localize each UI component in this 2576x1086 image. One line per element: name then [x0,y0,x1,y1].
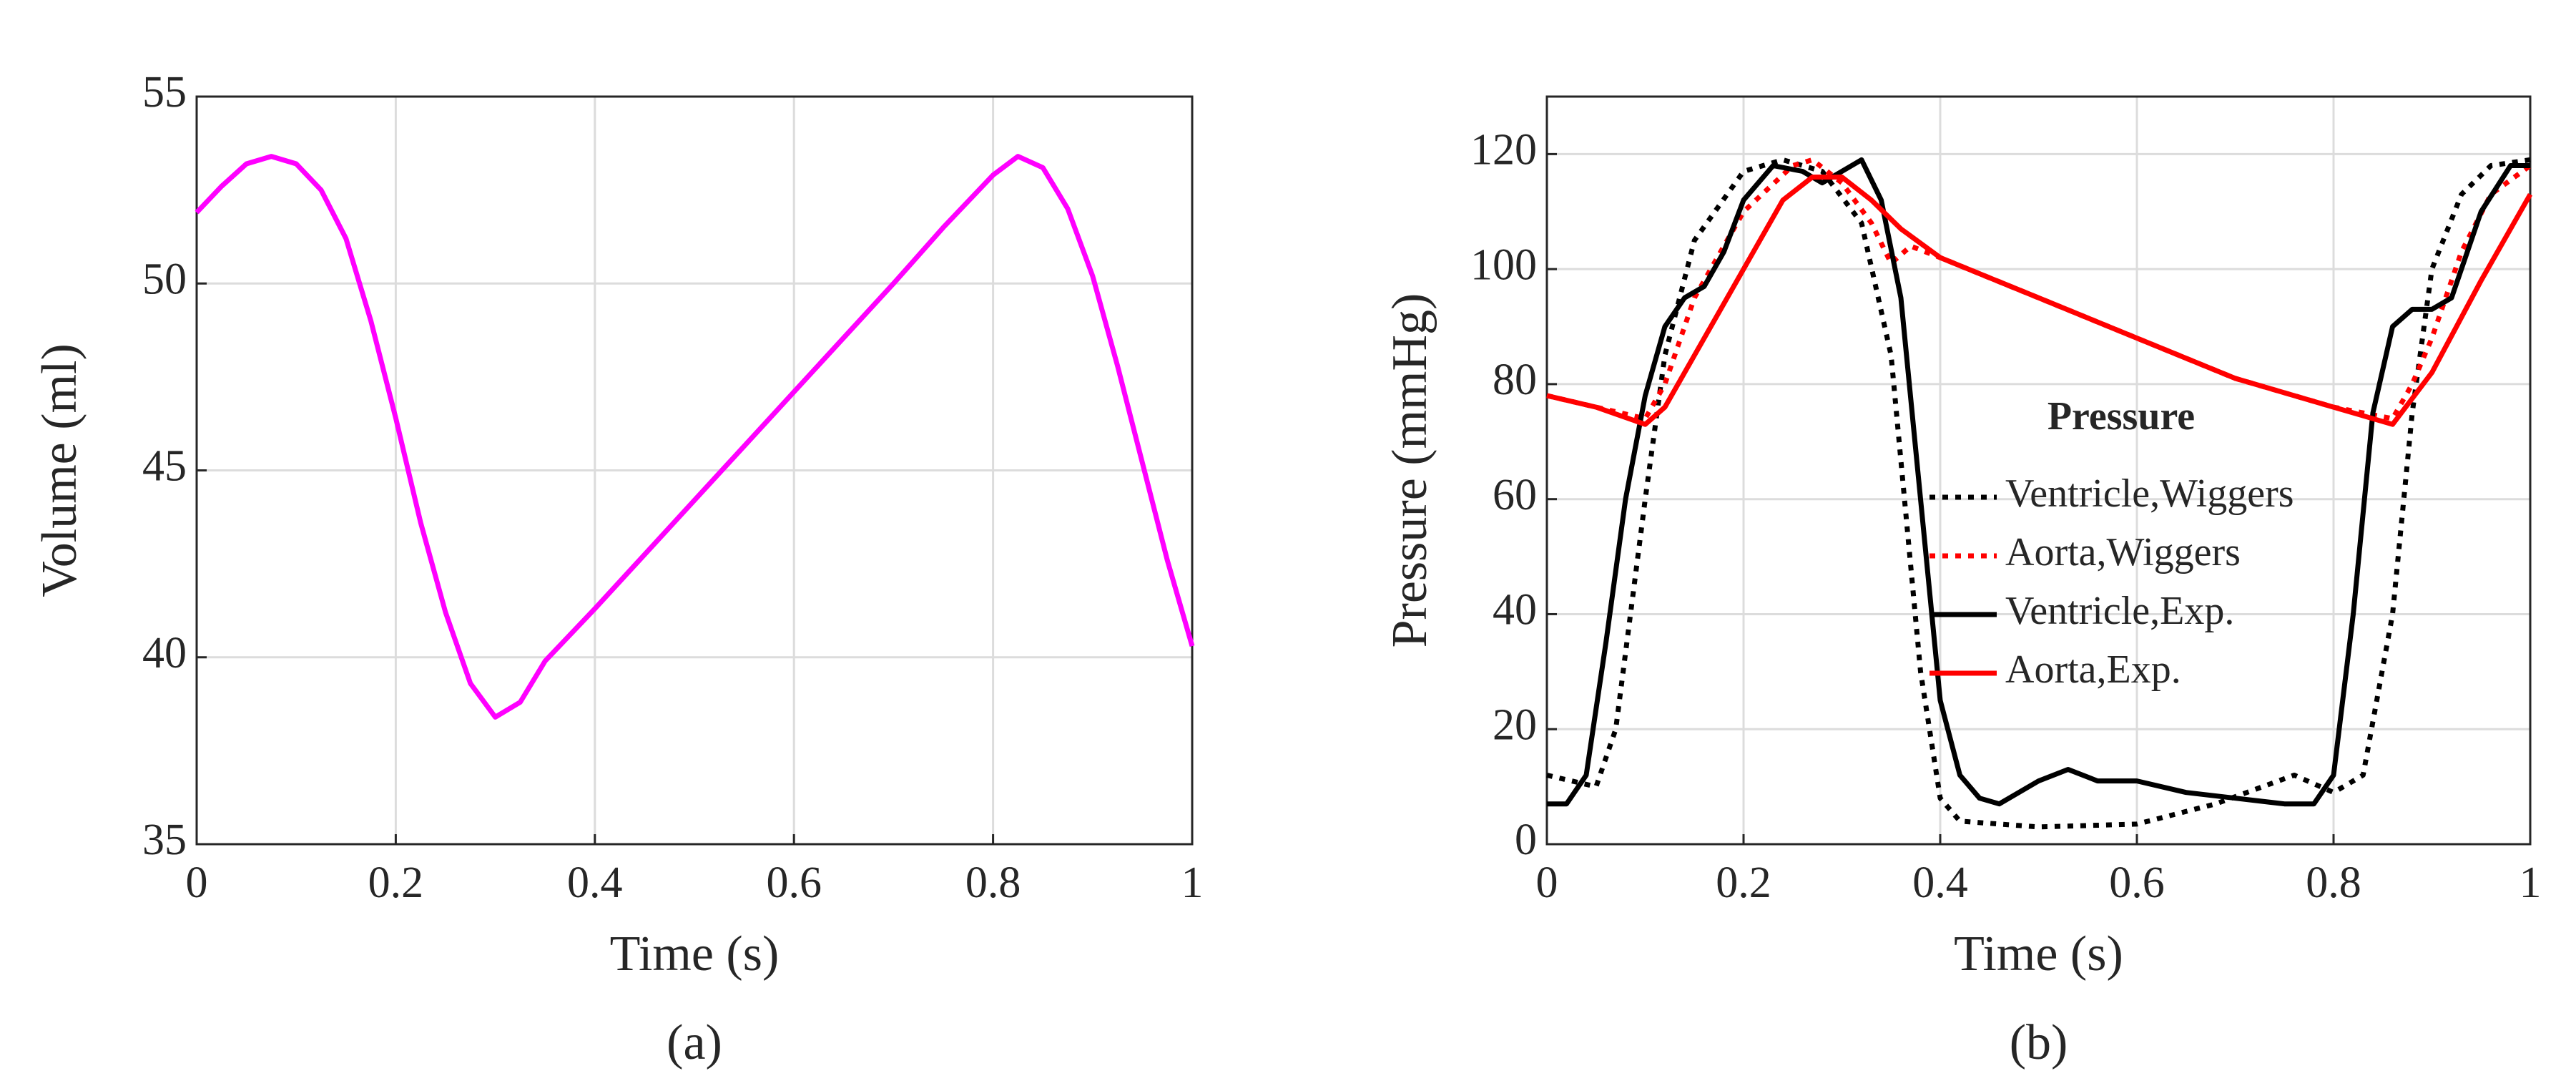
data-line [1546,175,2533,427]
y-tick-label: 40 [1493,586,1537,635]
x-tick-label: 0 [186,858,208,907]
x-tick-label: 0.6 [2109,858,2165,907]
x-tick-label: 0.2 [1716,858,1771,907]
axes-frame [1545,95,2532,846]
y-tick-label: 80 [1493,356,1537,404]
y-tick-label: 45 [142,442,187,491]
y-tick-label: 35 [142,816,187,864]
x-tick-label: 0.6 [766,858,822,907]
y-axis-label: Volume (ml) [32,343,87,597]
legend-title: Pressure [2047,394,2195,439]
x-axis-label: Time (s) [610,926,780,982]
plot-background [1547,97,2530,844]
y-tick-label: 0 [1515,816,1537,864]
panel-label: (a) [667,1015,722,1070]
y-tick-label: 60 [1493,471,1537,519]
y-tick-label: 100 [1470,240,1537,289]
x-tick-label: 0.8 [965,858,1021,907]
x-tick-label: 0.4 [1912,858,1968,907]
x-tick-label: 0 [1536,858,1558,907]
legend-label: Ventricle,Exp. [2005,589,2234,633]
y-tick-label: 55 [142,68,187,117]
legend-label: Aorta,Exp. [2005,647,2181,692]
x-tick-label: 1 [2520,858,2542,907]
x-axis-label: Time (s) [1954,926,2123,982]
data-line [1546,157,2531,830]
panel-label: (b) [2010,1015,2068,1070]
y-tick-label: 120 [1470,126,1537,175]
x-tick-label: 0.4 [567,858,623,907]
y-tick-label: 40 [142,629,187,677]
y-axis-label: Pressure (mmHg) [1382,293,1437,648]
x-tick-label: 0.8 [2306,858,2361,907]
y-tick-label: 20 [1493,700,1537,749]
x-tick-label: 1 [1181,858,1204,907]
data-line [195,154,1195,720]
data-line [1546,157,2532,421]
x-tick-label: 0.2 [368,858,424,907]
y-tick-label: 50 [142,255,187,303]
data-line [1547,157,2530,807]
legend-label: Ventricle,Wiggers [2005,471,2294,516]
axes-frame [195,95,1194,846]
legend-label: Aorta,Wiggers [2005,530,2241,574]
